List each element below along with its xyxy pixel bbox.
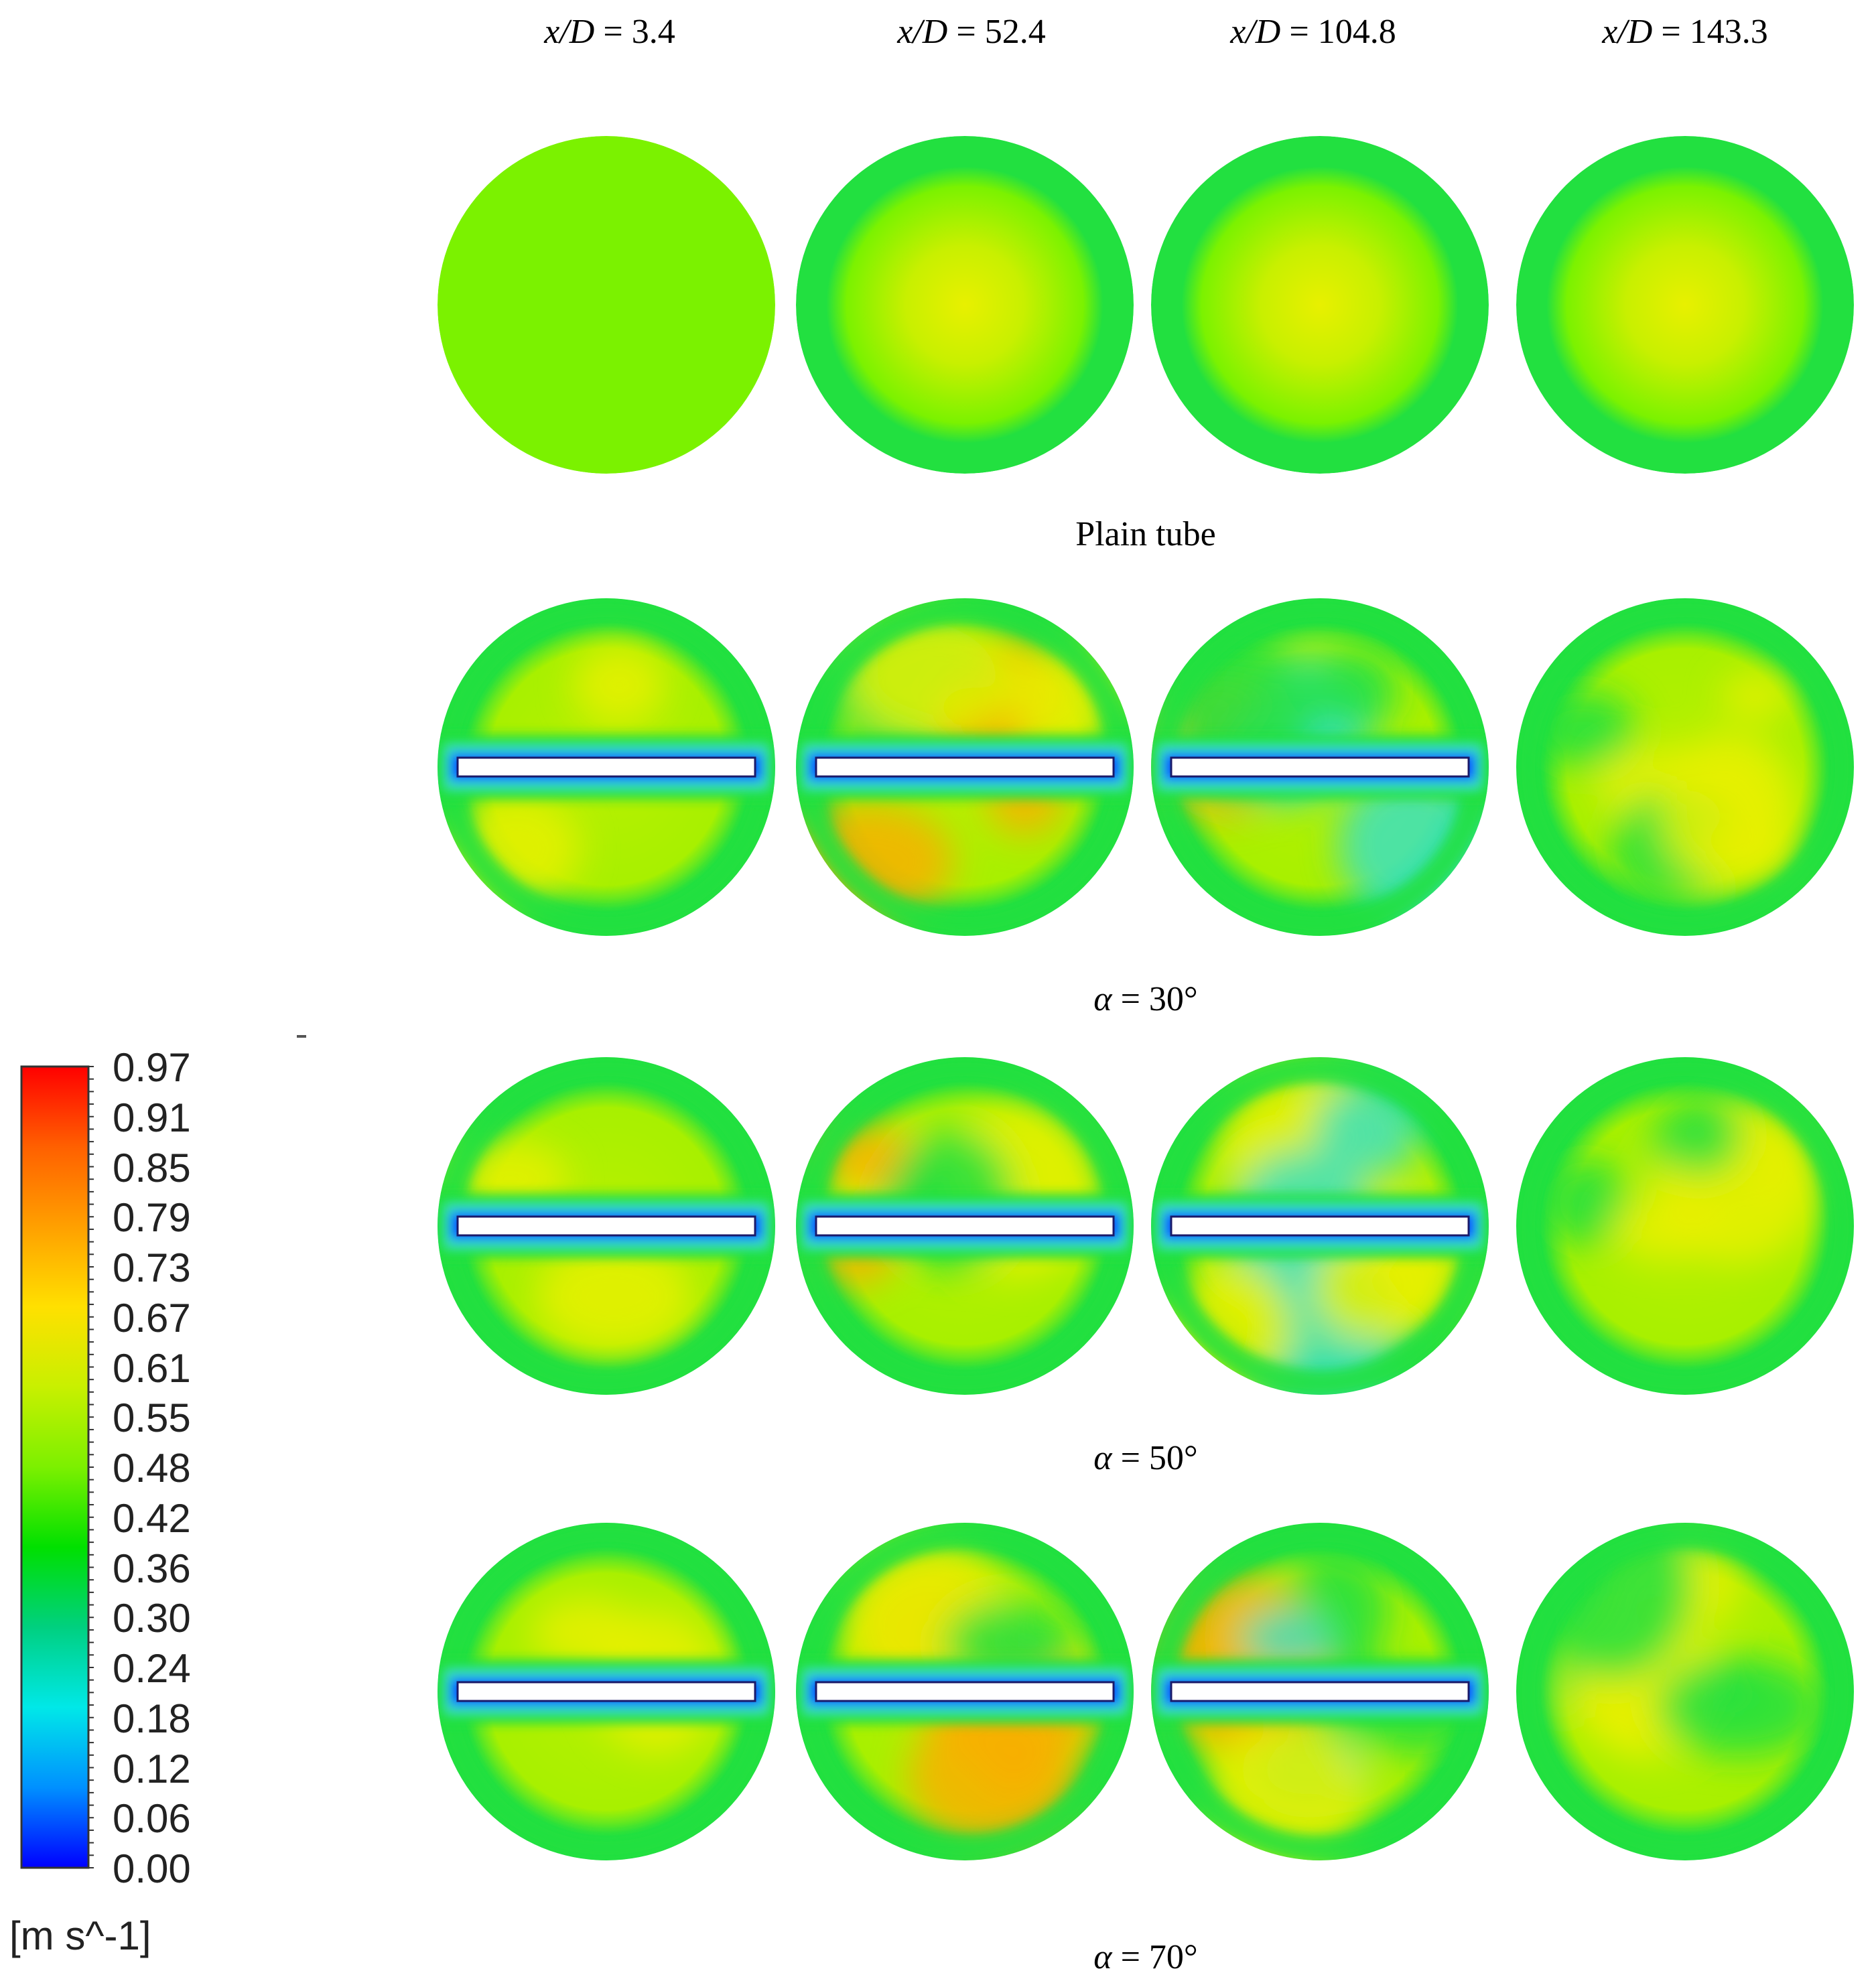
- colorbar-units: [m s^-1]: [9, 1913, 151, 1958]
- colorbar-tick-label: 0.06: [113, 1796, 191, 1842]
- twisted-tape: [456, 756, 756, 778]
- colorbar-tick-label: 0.73: [113, 1245, 191, 1290]
- contour-panel-r1-c1: [438, 136, 775, 474]
- row-label-alpha-30: α = 30°: [1093, 980, 1198, 1018]
- contour-panel-r2-c1: [438, 598, 775, 936]
- contour-panel-r1-c2: [796, 136, 1134, 474]
- contour-panel-r2-c3: [1151, 598, 1489, 936]
- contour-panel-r1-c4: [1516, 136, 1854, 474]
- twisted-tape: [815, 756, 1115, 778]
- colorbar-tick-label: 0.30: [113, 1596, 191, 1641]
- contour-panel-r4-c1: [438, 1523, 775, 1860]
- contour-panel-r4-c4: [1516, 1523, 1854, 1860]
- colorbar-tick-label: 0.18: [113, 1696, 191, 1741]
- contour-panel-r1-c3: [1151, 136, 1489, 474]
- colorbar-tick-label: 0.36: [113, 1546, 191, 1591]
- twisted-tape: [456, 1215, 756, 1237]
- colorbar-tick-label: 0.91: [113, 1095, 191, 1140]
- twisted-tape: [1170, 1215, 1470, 1237]
- column-header-4: x/D = 143.3: [1602, 13, 1768, 51]
- twisted-tape: [1170, 756, 1470, 778]
- twisted-tape: [815, 1681, 1115, 1702]
- colorbar-gradient: [20, 1065, 90, 1869]
- contour-panel-r3-c2: [796, 1057, 1134, 1395]
- colorbar-tick-label: 0.24: [113, 1646, 191, 1691]
- contour-panel-r4-c3: [1151, 1523, 1489, 1860]
- colorbar-tick-label: 0.79: [113, 1195, 191, 1241]
- colorbar-tick-marks: [88, 1066, 94, 1868]
- row-label-alpha-50: α = 50°: [1093, 1439, 1198, 1477]
- column-header-2: x/D = 52.4: [897, 13, 1046, 51]
- colorbar-tick-label: 0.55: [113, 1395, 191, 1441]
- contour-panel-r3-c4: [1516, 1057, 1854, 1395]
- twisted-tape: [1170, 1681, 1470, 1702]
- column-header-1: x/D = 3.4: [544, 13, 675, 51]
- colorbar-tick-label: 0.61: [113, 1345, 191, 1391]
- row-label-alpha-70: α = 70°: [1093, 1938, 1198, 1976]
- colorbar-tick-label: 0.12: [113, 1746, 191, 1791]
- contour-panel-r2-c4: [1516, 598, 1854, 936]
- contour-panel-r3-c1: [438, 1057, 775, 1395]
- column-header-3: x/D = 104.8: [1230, 13, 1396, 51]
- twisted-tape: [456, 1681, 756, 1702]
- colorbar-tick-label: 0.85: [113, 1145, 191, 1190]
- colorbar-tick-label: 0.00: [113, 1846, 191, 1891]
- velocity-colorbar: [20, 1065, 94, 1869]
- contour-panel-r3-c3: [1151, 1057, 1489, 1395]
- twisted-tape: [815, 1215, 1115, 1237]
- contour-panel-r4-c2: [796, 1523, 1134, 1860]
- contour-panel-r2-c2: [796, 598, 1134, 936]
- stray-mark: [297, 1035, 306, 1038]
- row-label-plain-tube: Plain tube: [1075, 515, 1216, 553]
- colorbar-tick-label: 0.48: [113, 1446, 191, 1491]
- colorbar-tick-label: 0.67: [113, 1295, 191, 1341]
- colorbar-tick-label: 0.97: [113, 1045, 191, 1090]
- colorbar-tick-label: 0.42: [113, 1495, 191, 1541]
